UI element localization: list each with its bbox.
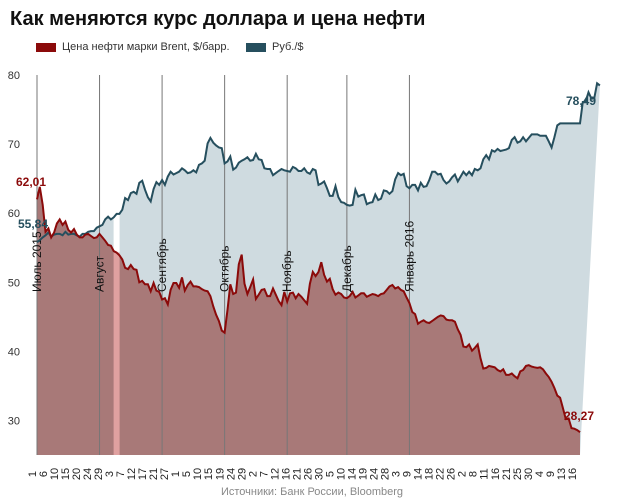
month-marker-label: Октябрь [218, 245, 232, 292]
x-tick-label: 17 [137, 468, 149, 480]
x-tick-label: 11 [479, 468, 491, 479]
x-tick-label: 12 [126, 468, 138, 480]
y-tick-label: 70 [8, 139, 20, 151]
month-marker-label: Ноябрь [280, 250, 294, 292]
legend-label-rub: Руб./$ [272, 41, 304, 53]
legend-swatch-brent [36, 42, 56, 52]
x-tick-label: 15 [203, 468, 215, 480]
x-tick-label: 19 [214, 468, 226, 480]
source-note: Источники: Банк России, Bloomberg [220, 486, 404, 498]
x-tick-label: 12 [269, 468, 281, 480]
x-tick-label: 24 [369, 468, 381, 480]
data-label: 55,84 [18, 217, 48, 231]
x-tick-label: 26 [446, 468, 458, 480]
month-markers: Июль 2015 Август Сентябрь Октябрь Ноябрь Дека… [30, 75, 416, 455]
data-label: 62,01 [16, 175, 46, 189]
rub-usd-line [36, 81, 601, 243]
legend-label-brent: Цена нефти марки Brent, $/барр. [62, 41, 230, 53]
y-tick-label: 60 [8, 208, 20, 220]
x-tick-label: 5 [181, 471, 193, 477]
x-tick-label: 9 [545, 471, 557, 477]
x-tick-label: 14 [413, 468, 425, 480]
x-tick-label: 29 [236, 468, 248, 480]
x-tick-label: 24 [82, 468, 94, 480]
x-tick-label: 16 [490, 468, 502, 480]
data-label: 28,27 [564, 409, 594, 423]
x-tick-label: 20 [71, 468, 83, 480]
x-tick-label: 16 [567, 468, 579, 480]
x-tick-label: 10 [192, 468, 204, 480]
x-tick-label: 21 [291, 468, 303, 480]
x-tick-label: 15 [60, 468, 72, 480]
y-tick-label: 40 [8, 346, 20, 358]
month-marker-label: Июль 2015 [30, 231, 44, 292]
legend-item-brent: Цена нефти марки Brent, $/барр. [36, 41, 230, 53]
data-labels: 62,01 55,84 78,49 28,27 [16, 94, 596, 423]
x-tick-label: 25 [512, 468, 524, 480]
x-tick-label: 29 [93, 468, 105, 480]
x-tick-label: 26 [302, 468, 314, 480]
y-tick-label: 80 [8, 70, 20, 82]
x-tick-label: 10 [335, 468, 347, 480]
month-marker-label: Август [93, 255, 107, 292]
legend-item-rub: Руб./$ [246, 41, 304, 53]
x-tick-label: 4 [534, 471, 546, 477]
x-tick-label: 10 [49, 468, 61, 480]
x-tick-label: 8 [468, 471, 480, 477]
x-tick-label: 24 [225, 468, 237, 480]
data-gap-bar [113, 252, 120, 455]
month-marker-label: Январь 2016 [402, 221, 416, 292]
x-tick-label: 30 [313, 468, 325, 480]
data-label: 78,49 [566, 94, 596, 108]
x-tick-label: 1 [170, 471, 182, 477]
y-axis: 30 40 50 60 70 80 [8, 70, 20, 427]
x-tick-label: 27 [159, 468, 171, 480]
month-marker-label: Декабрь [340, 245, 354, 292]
legend-swatch-rub [246, 42, 266, 52]
x-tick-label: 6 [38, 471, 50, 477]
gap-column [113, 212, 120, 253]
x-tick-label: 3 [104, 471, 116, 477]
x-tick-label: 7 [258, 471, 270, 477]
brent-area [37, 186, 580, 455]
x-tick-label: 1 [27, 471, 39, 477]
chart-title: Как меняются курс доллара и цена нефти [10, 8, 426, 30]
x-tick-label: 14 [346, 468, 358, 480]
x-tick-label: 30 [523, 468, 535, 480]
x-tick-label: 7 [115, 471, 127, 477]
x-axis: 1 6 10 15 20 24 29 3 7 12 17 21 27 1 5 10 15 19 24 29 2 7 12 16… [27, 468, 579, 480]
x-tick-label: 13 [556, 468, 568, 480]
x-tick-label: 22 [435, 468, 447, 480]
x-tick-label: 3 [391, 471, 403, 477]
x-tick-label: 9 [402, 471, 414, 477]
y-tick-label: 30 [8, 415, 20, 427]
x-tick-label: 21 [148, 468, 160, 480]
x-tick-label: 21 [501, 468, 513, 480]
x-tick-label: 2 [247, 471, 259, 477]
x-tick-label: 18 [424, 468, 436, 480]
brent-line [36, 186, 581, 433]
x-tick-label: 5 [324, 471, 336, 477]
y-tick-label: 50 [8, 277, 20, 289]
x-tick-label: 19 [358, 468, 370, 480]
month-marker-label: Сентябрь [155, 238, 169, 292]
x-tick-label: 2 [457, 471, 469, 477]
x-tick-label: 28 [380, 468, 392, 480]
x-tick-label: 16 [280, 468, 292, 480]
